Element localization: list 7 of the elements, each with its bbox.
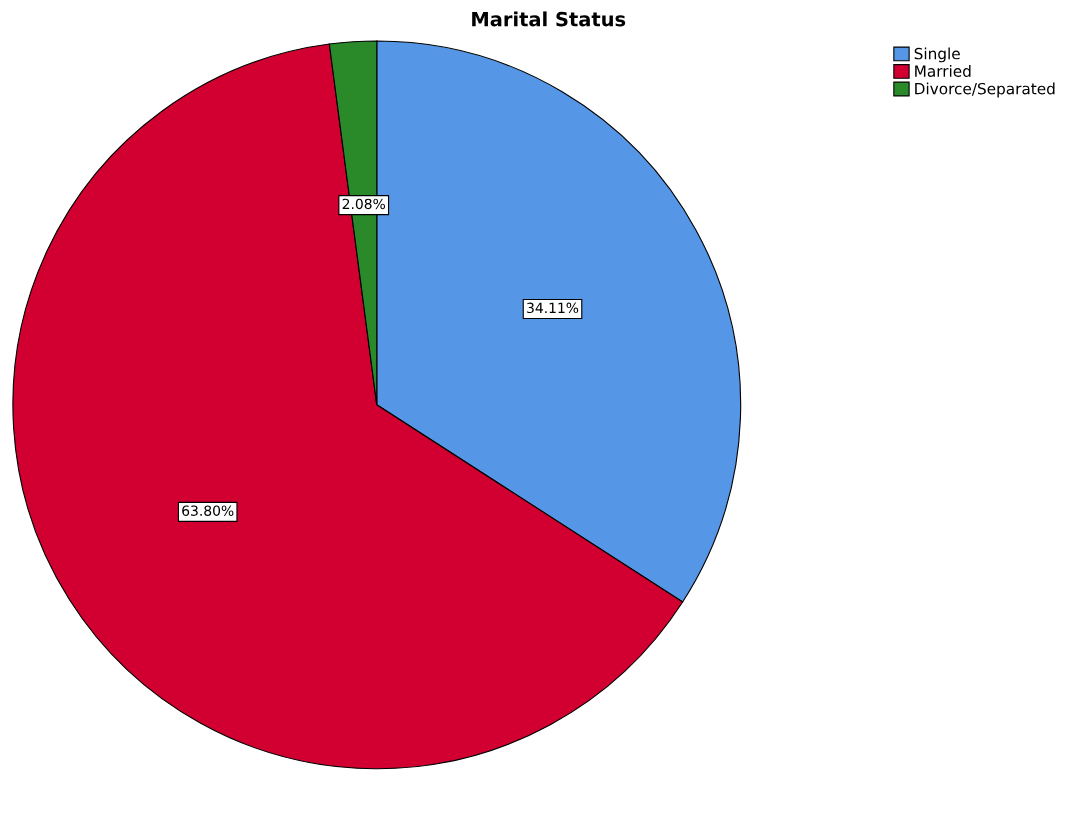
- data-label: 63.80%: [182, 505, 234, 516]
- chart-title: Marital Status: [472, 11, 626, 27]
- legend-label: Married: [915, 65, 971, 77]
- data-label: 34.11%: [527, 302, 579, 314]
- data-label: 2.08%: [342, 198, 386, 210]
- legend-label: Divorce/Separated: [915, 82, 1055, 98]
- legend-label: Single: [914, 47, 960, 63]
